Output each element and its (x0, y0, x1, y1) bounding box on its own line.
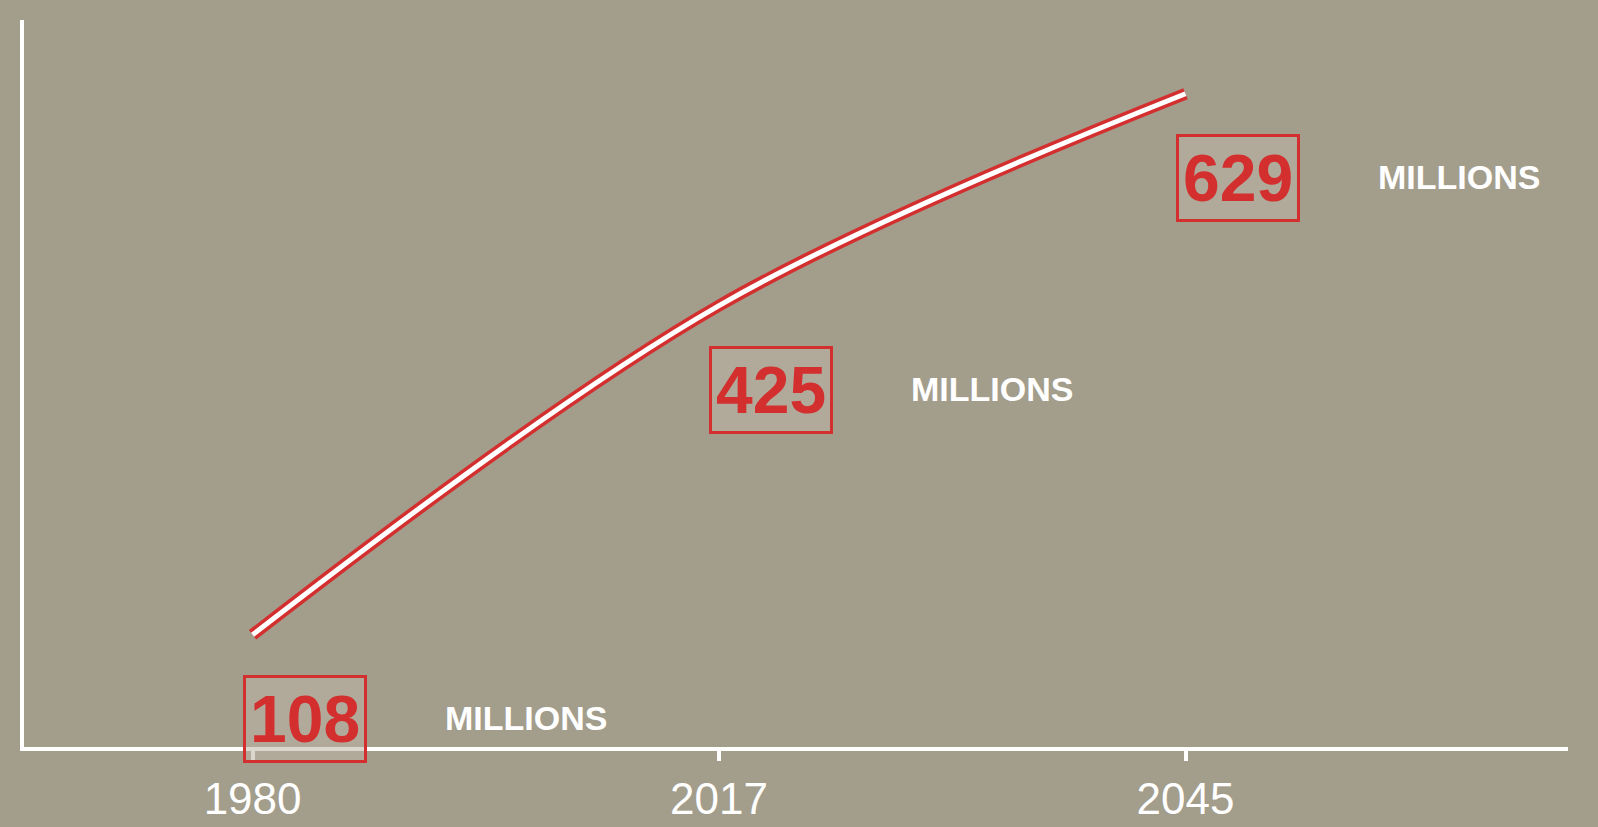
svg-text:2017: 2017 (670, 774, 768, 823)
svg-text:2045: 2045 (1137, 774, 1235, 823)
svg-text:108: 108 (250, 682, 360, 756)
svg-text:1980: 1980 (204, 774, 302, 823)
svg-text:MILLIONS: MILLIONS (1378, 158, 1540, 196)
svg-text:425: 425 (716, 353, 826, 427)
svg-text:MILLIONS: MILLIONS (445, 699, 607, 737)
svg-text:629: 629 (1183, 141, 1293, 215)
svg-text:MILLIONS: MILLIONS (911, 370, 1073, 408)
